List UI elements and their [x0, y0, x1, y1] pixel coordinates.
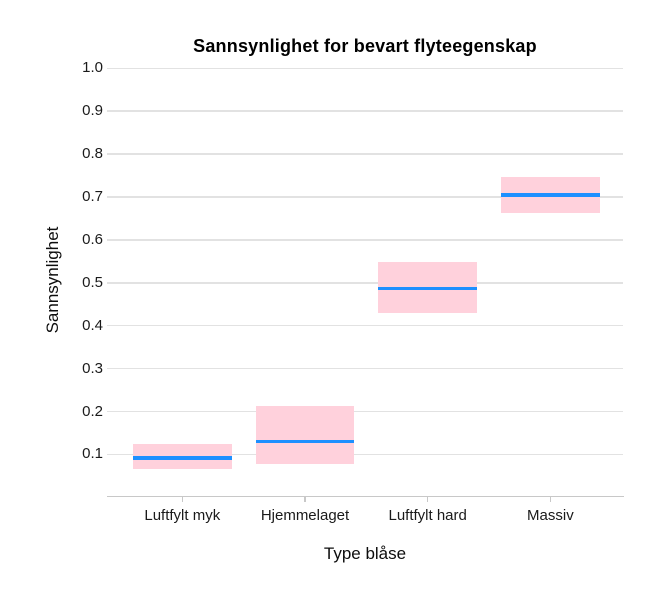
x-tick-label: Massiv: [527, 507, 574, 524]
y-tick-label: 0.8: [82, 145, 103, 163]
x-tick-mark: [304, 497, 306, 503]
x-axis-line: [107, 495, 624, 498]
x-tick-label: Hjemmelaget: [260, 507, 350, 524]
estimate-line: [378, 286, 477, 291]
x-axis-title: Type blåse: [323, 544, 407, 563]
y-tick-label: 0.6: [82, 230, 103, 248]
y-tick-label: 0.1: [82, 445, 103, 463]
estimate-line: [501, 193, 600, 197]
y-gridline: [107, 153, 623, 155]
y-gridline: [107, 367, 623, 370]
y-gridline: [107, 67, 623, 70]
y-gridline: [107, 110, 623, 112]
y-gridline: [107, 282, 623, 284]
y-tick-label: 0.9: [82, 102, 103, 120]
y-tick-label: 0.7: [82, 188, 103, 205]
y-tick-label: 1.0: [82, 59, 103, 77]
y-gridline: [107, 196, 623, 198]
ci-band: [255, 406, 355, 464]
y-gridline: [107, 324, 623, 327]
y-tick-label: 0.4: [82, 316, 103, 334]
y-gridline: [107, 453, 623, 456]
estimate-line: [133, 456, 232, 460]
x-tick-label: Luftfylt myk: [144, 507, 221, 524]
chart-title: Sannsynlighet for bevart flyteegenskap: [193, 36, 537, 56]
y-gridline: [107, 410, 623, 413]
x-tick-mark: [426, 497, 429, 503]
y-tick-label: 0.2: [82, 402, 103, 420]
y-tick-label: 0.5: [82, 273, 103, 291]
x-tick-label: Luftfylt hard: [388, 507, 467, 524]
estimate-line: [255, 439, 355, 444]
y-tick-label: 0.3: [82, 359, 103, 377]
x-tick-mark: [549, 497, 552, 503]
x-tick-mark: [181, 497, 184, 503]
y-gridline: [107, 239, 623, 241]
